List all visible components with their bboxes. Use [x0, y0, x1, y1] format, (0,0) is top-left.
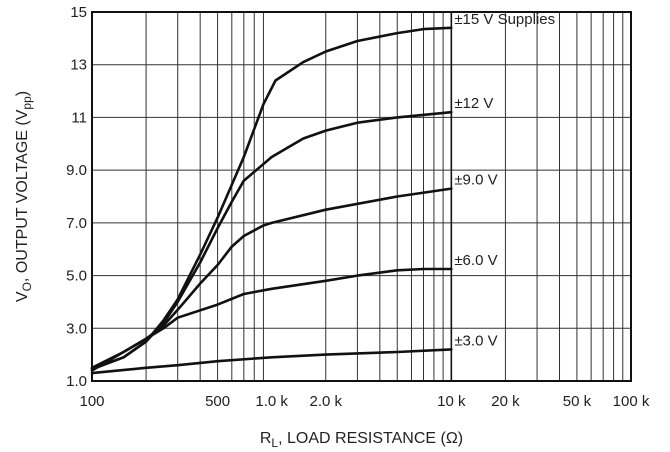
- y-axis-title-mid: , OUTPUT VOLTAGE (V: [14, 109, 31, 282]
- y-tick-label: 13: [70, 57, 87, 74]
- x-tick-label: 10 k: [437, 393, 466, 410]
- series-line-3: [90, 267, 453, 372]
- x-tick-label: 100: [79, 393, 104, 410]
- x-tick-label: 100 k: [613, 393, 650, 410]
- x-tick-label: 1.0 k: [255, 393, 288, 410]
- y-axis-title-sub2: pp: [20, 96, 34, 110]
- y-tick-label: 5.0: [66, 268, 87, 285]
- x-tick-label: 20 k: [491, 393, 520, 410]
- y-tick-label: 11: [71, 109, 87, 126]
- x-axis-title-sub: L: [271, 436, 278, 450]
- y-tick-label: 3.0: [66, 320, 87, 337]
- x-tick-labels: 100 500 1.0 k 2.0 k 10 k 20 k 50 k 100 k: [79, 393, 649, 410]
- y-axis-title: VO, OUTPUT VOLTAGE (Vpp): [14, 91, 34, 302]
- series-label-4: ±3.0 V: [454, 332, 497, 349]
- series-layer: [90, 26, 453, 375]
- x-tick-label: 500: [205, 393, 230, 410]
- plot-frame: [91, 11, 632, 382]
- series-label-0: ±15 V Supplies: [454, 11, 555, 28]
- y-tick-label: 7.0: [66, 215, 87, 232]
- series-labels: ±15 V Supplies ±12 V ±9.0 V ±6.0 V ±3.0 V: [454, 11, 555, 350]
- y-tick-label: 15: [70, 4, 87, 21]
- x-axis-title-main: R: [260, 430, 272, 447]
- x-axis-title: RL, LOAD RESISTANCE (Ω): [260, 430, 463, 450]
- x-tick-label: 50 k: [563, 393, 592, 410]
- y-tick-labels: 1.0 3.0 5.0 7.0 9.0 11 13 15: [66, 4, 87, 390]
- grid: [92, 11, 631, 382]
- x-axis-title-rest: , LOAD RESISTANCE (Ω): [278, 430, 463, 447]
- y-tick-label: 9.0: [66, 162, 87, 179]
- series-label-1: ±12 V: [454, 95, 493, 112]
- y-axis-title-end: ): [14, 91, 31, 96]
- series-label-2: ±9.0 V: [454, 172, 497, 189]
- y-tick-label: 1.0: [66, 373, 87, 390]
- y-axis-title-sub: O: [20, 282, 34, 291]
- x-tick-label: 2.0 k: [309, 393, 342, 410]
- y-axis-title-main: V: [14, 291, 31, 302]
- series-label-3: ±6.0 V: [454, 252, 497, 269]
- series-line-4: [90, 348, 453, 375]
